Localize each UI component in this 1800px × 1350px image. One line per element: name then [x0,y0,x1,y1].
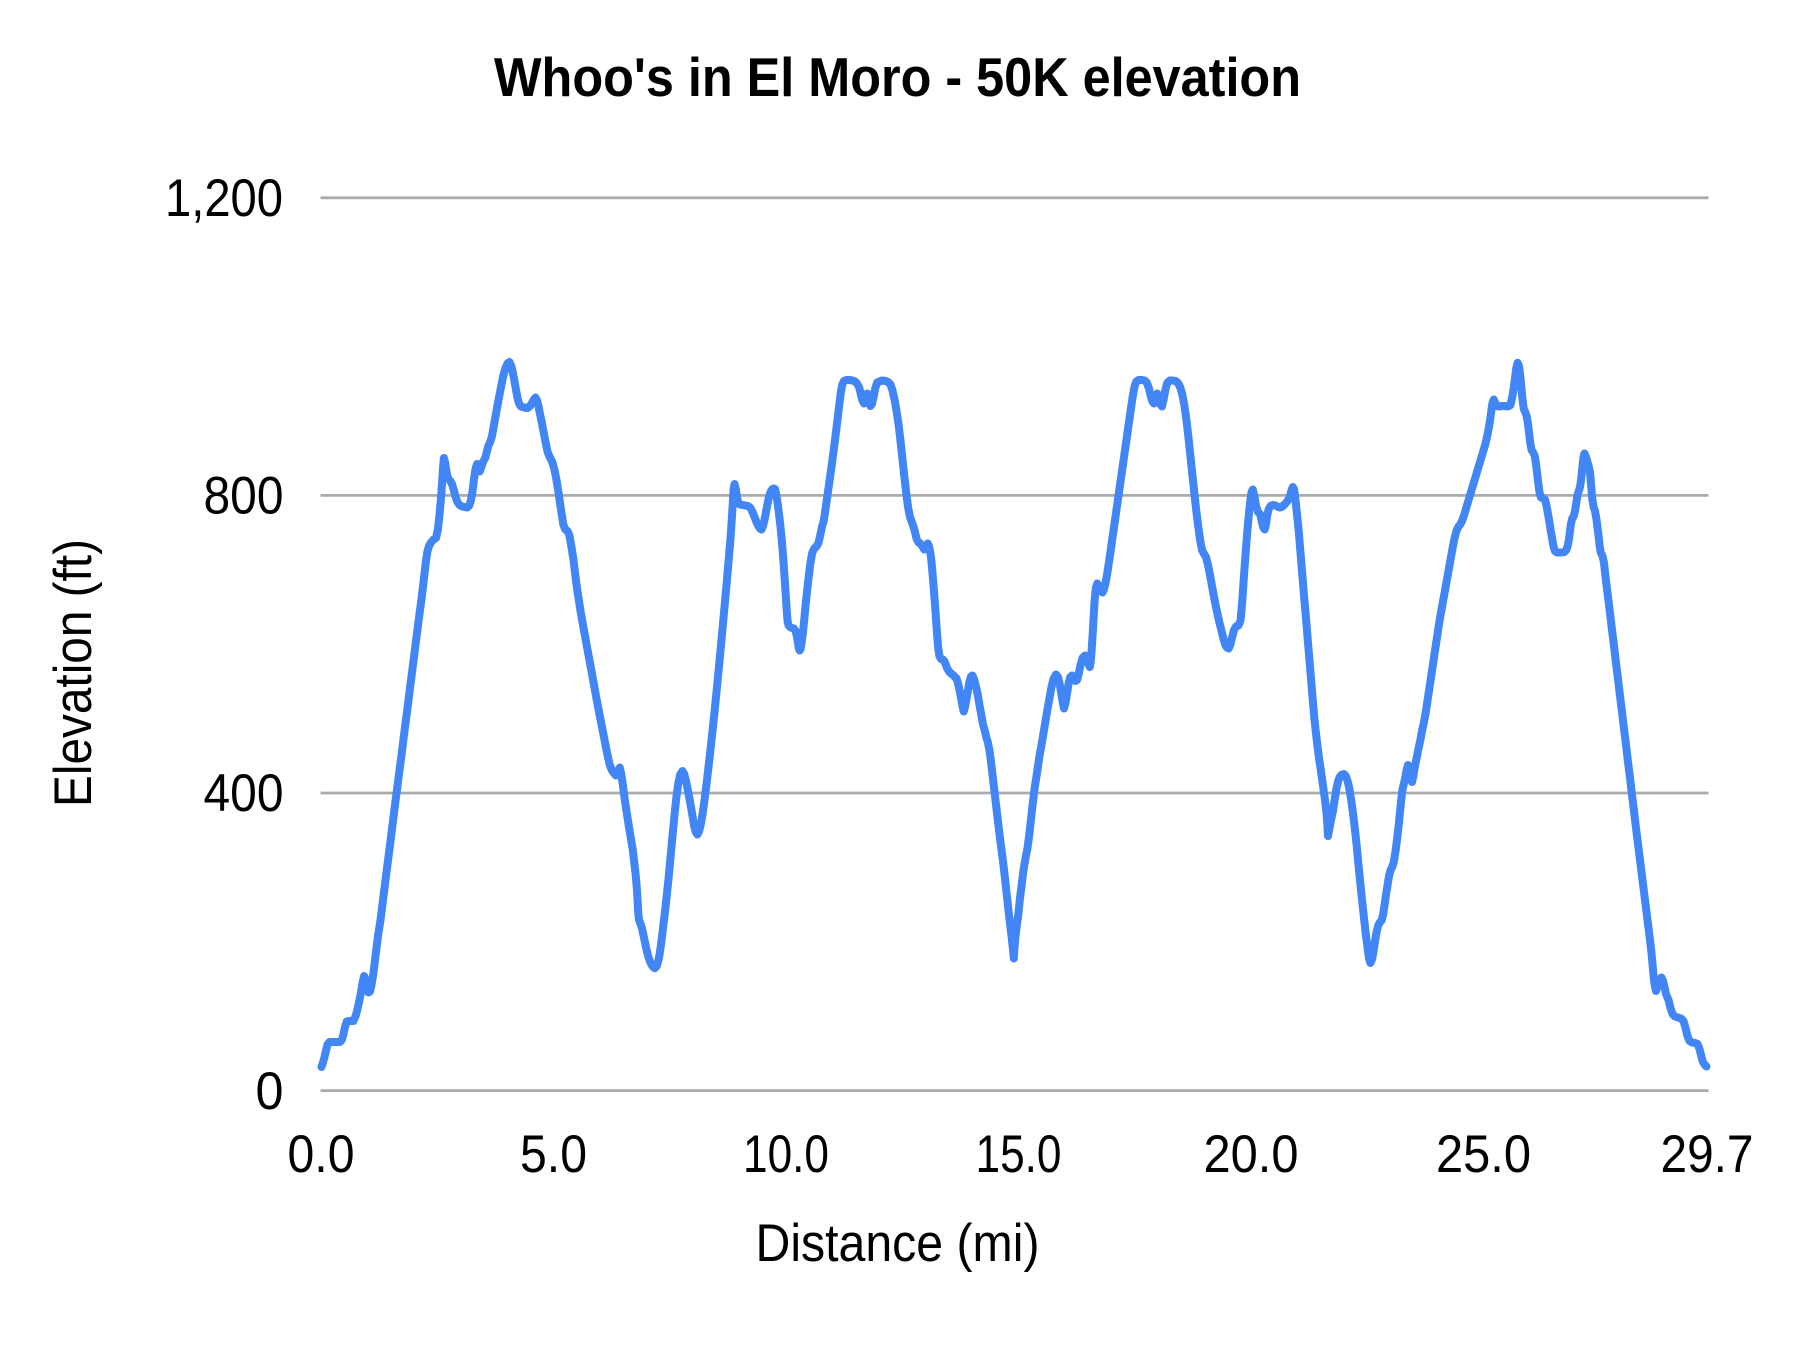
svg-text:25.0: 25.0 [1436,1125,1531,1184]
svg-text:800: 800 [204,467,284,526]
svg-text:20.0: 20.0 [1204,1125,1299,1184]
svg-text:5.0: 5.0 [520,1125,587,1184]
svg-text:Elevation (ft): Elevation (ft) [44,539,103,807]
svg-text:Distance (mi): Distance (mi) [756,1214,1040,1273]
svg-text:10.0: 10.0 [743,1125,829,1184]
svg-text:Whoo's in El Moro - 50K elevat: Whoo's in El Moro - 50K elevation [494,46,1301,108]
svg-text:400: 400 [204,764,284,823]
svg-text:15.0: 15.0 [976,1125,1062,1184]
svg-text:0: 0 [256,1062,284,1121]
svg-text:29.7: 29.7 [1661,1125,1754,1184]
svg-text:1,200: 1,200 [165,169,283,228]
svg-text:0.0: 0.0 [288,1125,355,1184]
